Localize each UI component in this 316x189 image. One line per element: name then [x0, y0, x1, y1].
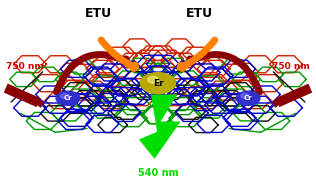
Text: 750 nm: 750 nm	[6, 62, 44, 71]
Circle shape	[61, 94, 69, 98]
FancyArrowPatch shape	[180, 40, 215, 69]
Text: ETU: ETU	[185, 7, 213, 20]
Circle shape	[241, 94, 249, 98]
FancyArrowPatch shape	[190, 55, 260, 92]
FancyArrowPatch shape	[101, 40, 136, 69]
FancyArrowPatch shape	[56, 55, 126, 92]
Circle shape	[148, 76, 159, 83]
Text: 540 nm: 540 nm	[138, 168, 178, 178]
FancyArrowPatch shape	[277, 88, 310, 105]
FancyArrowPatch shape	[6, 88, 39, 105]
Circle shape	[141, 73, 175, 94]
Circle shape	[56, 91, 80, 105]
Text: 750 nm: 750 nm	[272, 62, 310, 71]
Text: Cr: Cr	[64, 95, 72, 101]
Circle shape	[236, 91, 260, 105]
Text: Er: Er	[153, 79, 163, 88]
Text: Cr: Cr	[244, 95, 252, 101]
Text: ETU: ETU	[84, 7, 112, 20]
Polygon shape	[139, 94, 181, 159]
